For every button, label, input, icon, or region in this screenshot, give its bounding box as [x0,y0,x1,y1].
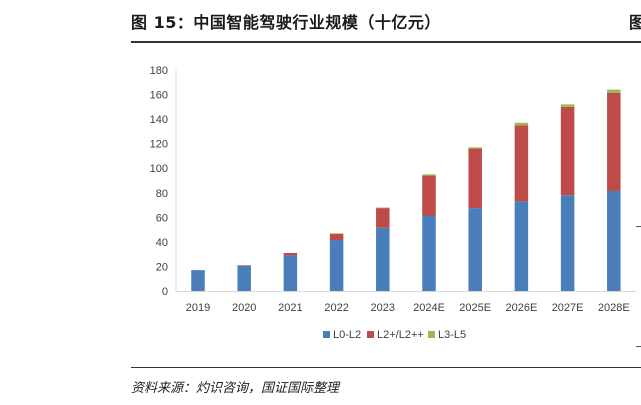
x-tick-label: 2019 [186,302,210,314]
source-note: 资料来源：灼识咨询，国证国际整理 [131,381,340,396]
bar-segment-l2-l2 [514,125,529,202]
bar-segment-l3-l5 [560,104,575,107]
bar-segment-l3-l5 [329,233,344,234]
y-tick-label: 40 [156,237,168,249]
side-rule-mark [636,226,641,227]
bar-segment-l3-l5 [422,174,436,176]
x-tick-label: 2025E [459,302,491,314]
legend-swatch [367,331,374,338]
y-tick-label: 0 [162,286,168,298]
bar-segment-l3-l5 [468,147,482,149]
x-axis-ticks: 2019 2020 2021 2022 2023 2024E 2025E 2026E 2027E… [186,302,630,314]
y-axis-ticks: 0 20 40 60 80 100 120 140 160 180 [150,65,168,298]
bar-segment-l2-l2 [468,148,482,209]
x-tick-label: 2026E [505,302,537,314]
bar-segment-l0-l2 [237,265,251,291]
bar-segment-l0-l2 [283,255,298,291]
x-tick-label: 2022 [324,302,348,314]
bar-segment-l2-l2 [607,92,621,191]
y-tick-label: 160 [150,90,168,102]
legend-swatch [323,331,330,338]
bar-segment-l3-l5 [514,122,529,126]
bar-segment-l2-l2 [283,252,298,256]
y-tick-label: 20 [156,261,168,273]
bar-segment-l0-l2 [560,195,575,291]
bars [191,89,621,291]
legend: L0-L2 L2+/L2++ L3-L5 [323,329,466,341]
bar-segment-l0-l2 [376,227,390,291]
bar-segment-l0-l2 [514,201,529,291]
bar-segment-l2-l2 [560,106,575,196]
bar-segment-l3-l5 [607,89,621,93]
side-rule-mark [636,346,641,347]
bar-segment-l2-l2 [376,208,390,228]
top-rule [131,41,641,43]
bar-segment-l0-l2 [329,240,344,291]
bar-segment-l2-l2 [237,265,251,266]
bar-segment-l2-l2 [329,233,344,241]
bar-segment-l3-l5 [376,207,390,209]
bar-segment-l0-l2 [607,190,621,291]
y-tick-label: 180 [150,65,168,77]
legend-label: L2+/L2++ [377,329,424,341]
y-tick-label: 80 [156,188,168,200]
x-tick-label: 2028E [598,302,630,314]
legend-label: L3-L5 [438,329,466,341]
y-tick-label: 100 [150,163,168,175]
x-tick-label: 2020 [232,302,256,314]
bar-segment-l0-l2 [422,215,436,291]
figure-title: 图 15：中国智能驾驶行业规模（十亿元） [131,13,441,32]
adjacent-figure-title-fragment: 图 [629,13,641,32]
legend-label: L0-L2 [333,329,361,341]
bottom-rule [131,367,641,369]
x-tick-label: 2024E [413,302,445,314]
market-size-chart: 0 20 40 60 80 100 120 140 160 180 2019 2020 2021 202… [150,65,636,341]
y-tick-label: 60 [156,212,168,224]
legend-swatch [428,331,435,338]
x-tick-label: 2021 [278,302,302,314]
bar-segment-l0-l2 [191,270,205,291]
x-tick-label: 2027E [552,302,584,314]
x-tick-label: 2023 [371,302,395,314]
bar-segment-l2-l2 [422,175,436,216]
y-tick-label: 140 [150,114,168,126]
y-tick-label: 120 [150,139,168,151]
bar-segment-l0-l2 [468,208,482,291]
